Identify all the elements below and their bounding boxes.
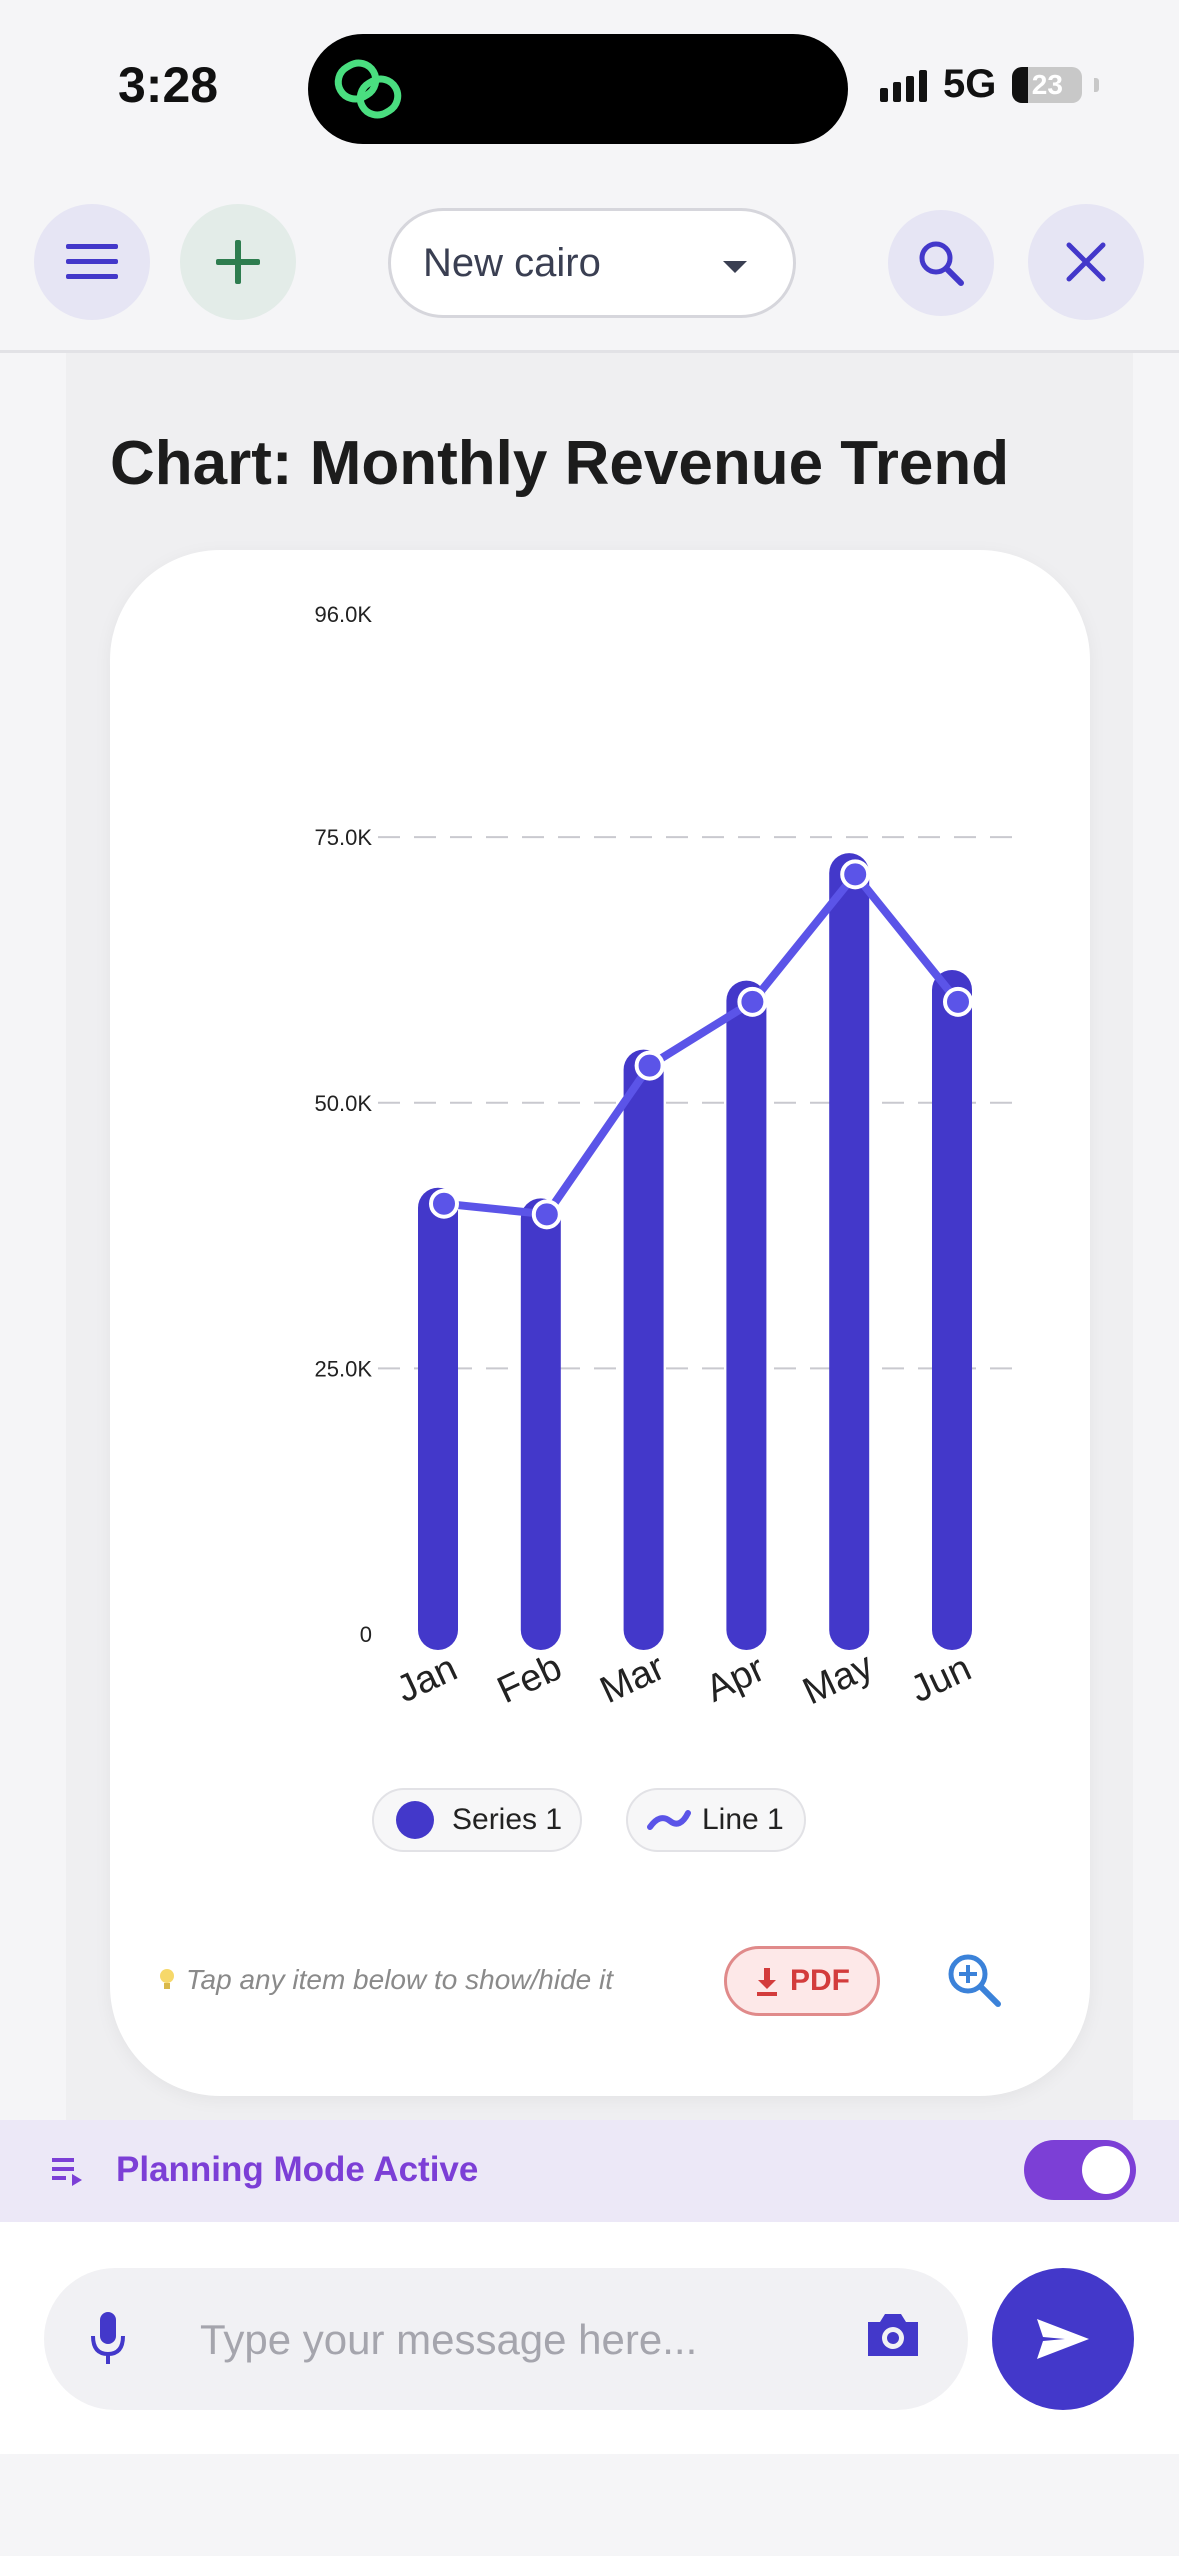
x-tick-label: Mar — [594, 1646, 671, 1712]
chevron-down-icon — [723, 261, 747, 273]
close-button[interactable] — [1028, 204, 1144, 320]
legend-item-series-1[interactable]: Series 1 — [372, 1788, 582, 1852]
location-dropdown[interactable]: New cairo — [388, 208, 796, 318]
bar — [623, 1049, 664, 1650]
microphone-icon[interactable] — [88, 2308, 128, 2370]
network-label: 5G — [943, 62, 997, 106]
message-composer — [0, 2222, 1179, 2454]
lightbulb-icon — [160, 1969, 174, 1989]
y-tick-label: 0 — [360, 1622, 372, 1647]
planning-mode-toggle[interactable] — [1024, 2140, 1136, 2200]
tip-text: Tap any item below to show/hide it — [186, 1964, 613, 1995]
chart-tip: Tap any item below to show/hide it — [158, 1964, 613, 1996]
location-value: New cairo — [423, 240, 601, 285]
status-bar: 3:28 5G 23 — [0, 0, 1179, 180]
line-point — [840, 859, 871, 890]
search-button[interactable] — [888, 210, 994, 316]
close-icon — [1066, 242, 1106, 282]
chart-card: 0 25.0K 50.0K 75.0K 96.0K Jan Feb Mar Apr May Jun — [110, 550, 1090, 2096]
status-indicators: 5G 23 — [880, 62, 1100, 107]
x-tick-label: Jun — [904, 1647, 977, 1711]
y-tick-label: 75.0K — [315, 825, 373, 850]
zoom-in-icon — [948, 1954, 1001, 2007]
battery-level: 23 — [1031, 68, 1063, 100]
revenue-chart: 0 25.0K 50.0K 75.0K 96.0K Jan Feb Mar Apr May Jun — [315, 602, 1022, 1713]
line-point — [429, 1188, 459, 1219]
bar — [829, 853, 870, 1650]
legend-series-label: Series 1 — [452, 1803, 563, 1836]
x-tick-label: May — [797, 1645, 880, 1713]
bar — [932, 969, 972, 1650]
status-time: 3:28 — [118, 57, 219, 113]
download-icon — [757, 1968, 777, 1996]
camera-icon[interactable] — [864, 2306, 922, 2364]
bar — [418, 1187, 458, 1650]
y-tick-label: 96.0K — [315, 602, 373, 627]
legend-swatch-circle — [396, 1801, 434, 1839]
dynamic-island — [308, 34, 848, 144]
x-tick-label: Apr — [700, 1647, 772, 1710]
battery-icon: 23 — [1012, 66, 1083, 103]
legend-line-label: Line 1 — [702, 1803, 784, 1836]
send-icon — [1037, 2319, 1089, 2359]
top-toolbar: New cairo — [0, 180, 1179, 353]
line-point — [943, 986, 973, 1017]
plus-icon — [216, 240, 260, 284]
message-input[interactable] — [198, 2308, 882, 2372]
signal-icon — [880, 68, 927, 102]
menu-button[interactable] — [34, 204, 150, 320]
bar — [520, 1198, 561, 1650]
y-tick-label: 50.0K — [315, 1091, 373, 1116]
playlist-icon — [52, 2158, 82, 2186]
message-box — [44, 2268, 968, 2410]
bar — [726, 980, 767, 1650]
series-line — [443, 870, 962, 1219]
toggle-knob — [1082, 2146, 1130, 2194]
link-icon — [334, 59, 402, 119]
legend-item-line-1[interactable]: Line 1 — [626, 1788, 806, 1852]
download-pdf-button[interactable]: PDF — [724, 1946, 880, 2016]
chart-title: Chart: Monthly Revenue Trend — [110, 429, 1010, 498]
add-button[interactable] — [180, 204, 296, 320]
line-point — [634, 1050, 665, 1081]
send-button[interactable] — [992, 2268, 1134, 2410]
x-tick-label: Feb — [491, 1646, 568, 1712]
line-swatch-icon — [647, 1810, 691, 1830]
search-icon — [919, 241, 964, 286]
line-point — [531, 1199, 562, 1230]
y-tick-label: 25.0K — [315, 1356, 373, 1381]
planning-mode-label: Planning Mode Active — [116, 2150, 479, 2189]
x-tick-label: Jan — [390, 1647, 463, 1711]
menu-icon — [66, 244, 118, 279]
planning-mode-bar: Planning Mode Active — [0, 2120, 1179, 2222]
line-point — [737, 986, 768, 1017]
pdf-label: PDF — [790, 1964, 850, 1997]
zoom-in-button[interactable] — [944, 1950, 1004, 2010]
